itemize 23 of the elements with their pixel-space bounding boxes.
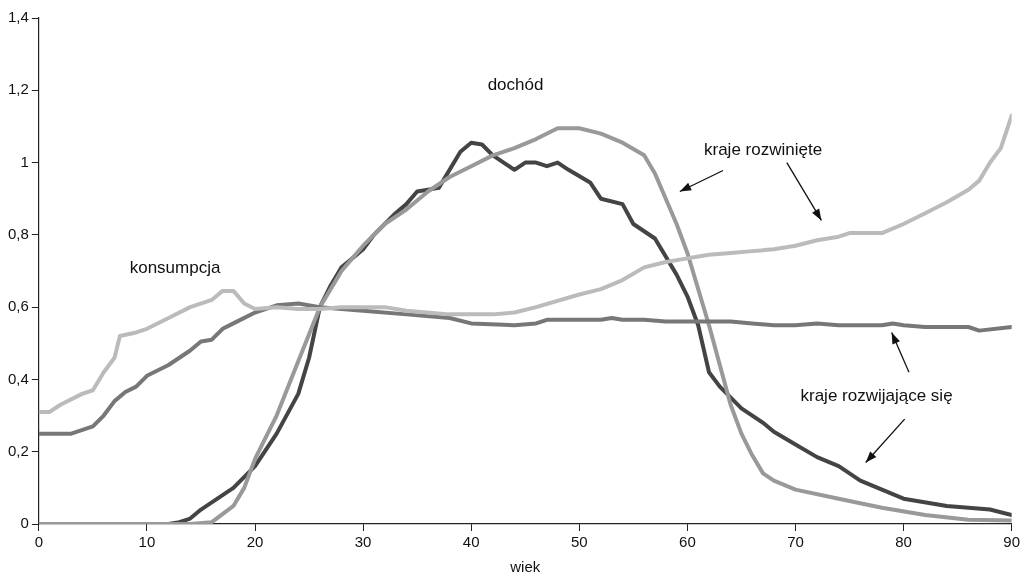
y-tick-label: 0 bbox=[20, 514, 29, 532]
annotation: kraje rozwijające się bbox=[800, 385, 953, 405]
y-tick-label: 1,4 bbox=[7, 8, 29, 26]
y-tick-label: 1 bbox=[20, 152, 29, 170]
y-tick-label: 0,4 bbox=[7, 369, 29, 387]
x-tick-label: 10 bbox=[138, 533, 156, 551]
x-tick-label: 50 bbox=[570, 533, 588, 551]
x-axis-title: wiek bbox=[509, 558, 541, 576]
y-tick-label: 0,6 bbox=[7, 297, 29, 315]
y-tick-label: 1,2 bbox=[7, 80, 29, 98]
x-tick-label: 80 bbox=[895, 533, 912, 551]
y-tick-label: 0,8 bbox=[7, 225, 29, 242]
annotation: kraje rozwinięte bbox=[704, 139, 823, 159]
annotation: dochód bbox=[487, 74, 544, 94]
x-tick-label: 20 bbox=[246, 533, 264, 551]
x-tick-label: 0 bbox=[34, 533, 44, 551]
x-tick-label: 30 bbox=[354, 533, 372, 551]
x-tick-label: 40 bbox=[462, 533, 480, 551]
x-tick-label: 90 bbox=[1003, 533, 1020, 551]
annotation: konsumpcja bbox=[129, 258, 221, 278]
y-tick-label: 0,2 bbox=[7, 441, 29, 459]
x-tick-label: 70 bbox=[787, 533, 804, 551]
x-tick-label: 60 bbox=[679, 533, 696, 551]
